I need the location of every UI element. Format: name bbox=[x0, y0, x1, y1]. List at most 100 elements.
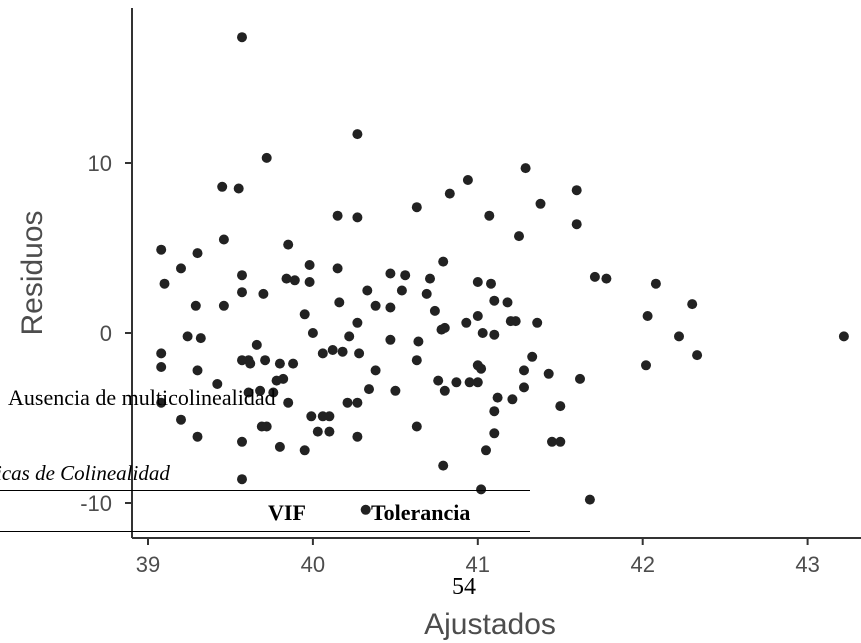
data-point bbox=[601, 274, 611, 284]
data-point bbox=[519, 382, 529, 392]
data-point bbox=[575, 374, 585, 384]
data-point bbox=[437, 325, 447, 335]
data-point bbox=[412, 202, 422, 212]
data-point bbox=[451, 377, 461, 387]
x-axis-title: Ajustados bbox=[424, 608, 556, 641]
data-point bbox=[585, 495, 595, 505]
data-point bbox=[308, 328, 318, 338]
x-tick-label: 40 bbox=[301, 552, 325, 577]
data-point bbox=[641, 360, 651, 370]
data-point bbox=[237, 32, 247, 42]
data-point bbox=[484, 211, 494, 221]
data-point bbox=[334, 297, 344, 307]
data-point bbox=[290, 275, 300, 285]
data-point bbox=[245, 359, 255, 369]
data-point bbox=[527, 352, 537, 362]
data-point bbox=[489, 330, 499, 340]
data-point bbox=[352, 432, 362, 442]
data-point bbox=[521, 163, 531, 173]
data-point bbox=[352, 398, 362, 408]
data-point bbox=[473, 311, 483, 321]
data-point bbox=[486, 279, 496, 289]
data-point bbox=[237, 270, 247, 280]
data-point bbox=[430, 306, 440, 316]
data-point bbox=[651, 279, 661, 289]
data-point bbox=[461, 318, 471, 328]
data-point bbox=[473, 277, 483, 287]
y-axis-title: Residuos bbox=[16, 210, 49, 335]
data-point bbox=[300, 309, 310, 319]
y-tick-label: 10 bbox=[88, 151, 112, 176]
data-point bbox=[352, 318, 362, 328]
data-point bbox=[262, 153, 272, 163]
data-point bbox=[440, 386, 450, 396]
data-point bbox=[438, 257, 448, 267]
data-point bbox=[324, 427, 334, 437]
data-point bbox=[371, 365, 381, 375]
data-point bbox=[318, 348, 328, 358]
data-point bbox=[338, 347, 348, 357]
data-point bbox=[519, 365, 529, 375]
data-point bbox=[692, 350, 702, 360]
data-point bbox=[354, 348, 364, 358]
page-number: 54 bbox=[452, 574, 476, 601]
data-point bbox=[283, 398, 293, 408]
data-point bbox=[352, 129, 362, 139]
data-point bbox=[412, 422, 422, 432]
table-caption: icas de Colinealidad bbox=[0, 461, 170, 486]
y-tick-label: -10 bbox=[80, 491, 112, 516]
data-point bbox=[288, 359, 298, 369]
data-points bbox=[156, 32, 849, 515]
data-point bbox=[333, 211, 343, 221]
data-point bbox=[839, 331, 849, 341]
data-point bbox=[193, 248, 203, 258]
data-point bbox=[275, 442, 285, 452]
data-point bbox=[511, 316, 521, 326]
overlay-heading: Ausencia de multicolinealidad bbox=[8, 385, 276, 411]
x-axis-ticks: 39 40 41 42 43 bbox=[136, 538, 820, 577]
data-point bbox=[503, 297, 513, 307]
x-tick-label: 43 bbox=[795, 552, 819, 577]
table-top-rule bbox=[0, 490, 530, 491]
data-point bbox=[219, 301, 229, 311]
data-point bbox=[489, 406, 499, 416]
table-header-tolerancia: Tolerancia bbox=[371, 500, 470, 526]
data-point bbox=[555, 401, 565, 411]
y-tick-label: 0 bbox=[100, 321, 112, 346]
data-point bbox=[260, 355, 270, 365]
data-point bbox=[371, 301, 381, 311]
data-point bbox=[234, 184, 244, 194]
data-point bbox=[572, 185, 582, 195]
data-point bbox=[191, 301, 201, 311]
data-point bbox=[412, 355, 422, 365]
data-point bbox=[324, 411, 334, 421]
data-point bbox=[489, 296, 499, 306]
data-point bbox=[333, 263, 343, 273]
data-point bbox=[196, 333, 206, 343]
data-point bbox=[473, 377, 483, 387]
data-point bbox=[300, 445, 310, 455]
data-point bbox=[478, 328, 488, 338]
data-point bbox=[674, 331, 684, 341]
data-point bbox=[156, 362, 166, 372]
data-point bbox=[397, 286, 407, 296]
data-point bbox=[385, 269, 395, 279]
data-point bbox=[687, 299, 697, 309]
data-point bbox=[362, 286, 372, 296]
data-point bbox=[532, 318, 542, 328]
data-point bbox=[219, 235, 229, 245]
data-point bbox=[328, 345, 338, 355]
data-point bbox=[343, 398, 353, 408]
data-point bbox=[489, 428, 499, 438]
data-point bbox=[493, 393, 503, 403]
data-point bbox=[313, 427, 323, 437]
data-point bbox=[544, 369, 554, 379]
data-point bbox=[445, 189, 455, 199]
data-point bbox=[344, 331, 354, 341]
data-point bbox=[237, 437, 247, 447]
table-header-vif: VIF bbox=[268, 500, 306, 526]
data-point bbox=[282, 274, 292, 284]
data-point bbox=[433, 376, 443, 386]
data-point bbox=[361, 505, 371, 515]
data-point bbox=[438, 461, 448, 471]
